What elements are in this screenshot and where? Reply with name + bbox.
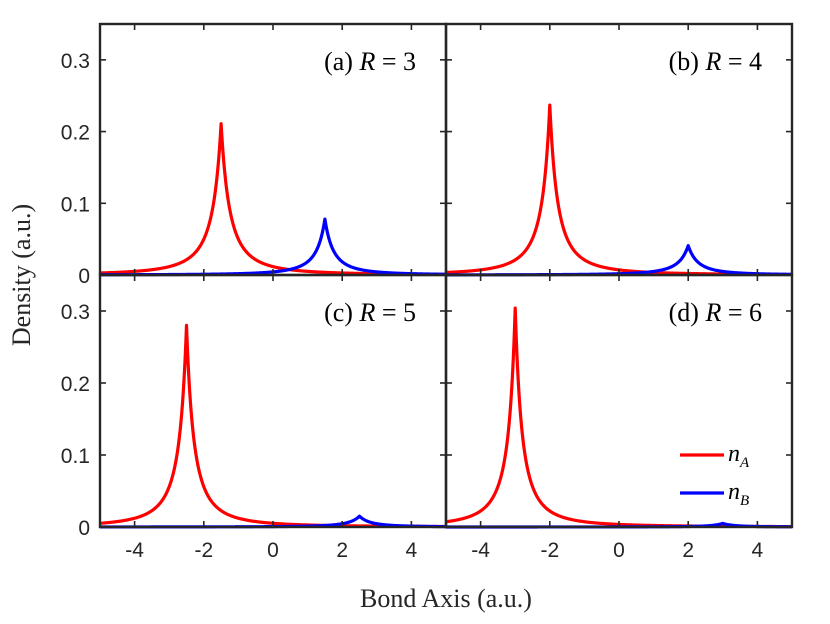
panel-b: (b) R = 4 [444, 22, 794, 277]
x-tick-label: 0 [267, 539, 279, 562]
x-axis-label: Bond Axis (a.u.) [360, 584, 532, 613]
legend-label: nA [728, 441, 750, 471]
panel-d: -4 -2 0 2 4 (d) R = 6 [444, 273, 794, 562]
y-tick-label: 0 [78, 265, 90, 288]
x-tick-label: -4 [471, 539, 490, 562]
x-tick-label: -4 [125, 539, 144, 562]
x-tick-label: -2 [540, 539, 559, 562]
series-na-line [444, 103, 794, 277]
x-tick-label: 2 [682, 539, 694, 562]
panel-title: (b) R = 4 [669, 47, 762, 76]
x-tick-label: 4 [752, 539, 764, 562]
legend-label: nB [728, 479, 749, 509]
y-tick-label: 0 [78, 517, 90, 540]
panel-title: (d) R = 6 [669, 298, 762, 327]
y-tick-label: 0.2 [61, 373, 90, 396]
x-tick-label: 0 [613, 539, 625, 562]
panel-c: -4 -2 0 2 4 0 0.1 0.2 0.3 (c) R = 5 [61, 273, 448, 562]
y-tick-label: 0.3 [61, 50, 90, 73]
x-tick-label: 2 [336, 539, 348, 562]
panel-title: (a) R = 3 [324, 47, 416, 76]
series-na-line [98, 122, 448, 276]
y-tick-label: 0.1 [61, 193, 90, 216]
legend: nA nB [680, 441, 750, 509]
y-tick-label: 0.1 [61, 445, 90, 468]
y-tick-label: 0.3 [61, 301, 90, 324]
panels: 00.10.20.3 (a) R = 3 (b) R = 4-4 -2 0 2 400.10… [61, 22, 794, 562]
series-na-line [98, 323, 448, 529]
x-tick-label: 4 [406, 539, 418, 562]
x-tick-label: -2 [194, 539, 213, 562]
panel-a: 0 0.1 0.2 0.3 (a) R = 3 [61, 22, 448, 288]
panel-title: (c) R = 5 [324, 298, 416, 327]
y-axis-label: Density (a.u.) [7, 204, 36, 346]
y-tick-label: 0.2 [61, 122, 90, 145]
